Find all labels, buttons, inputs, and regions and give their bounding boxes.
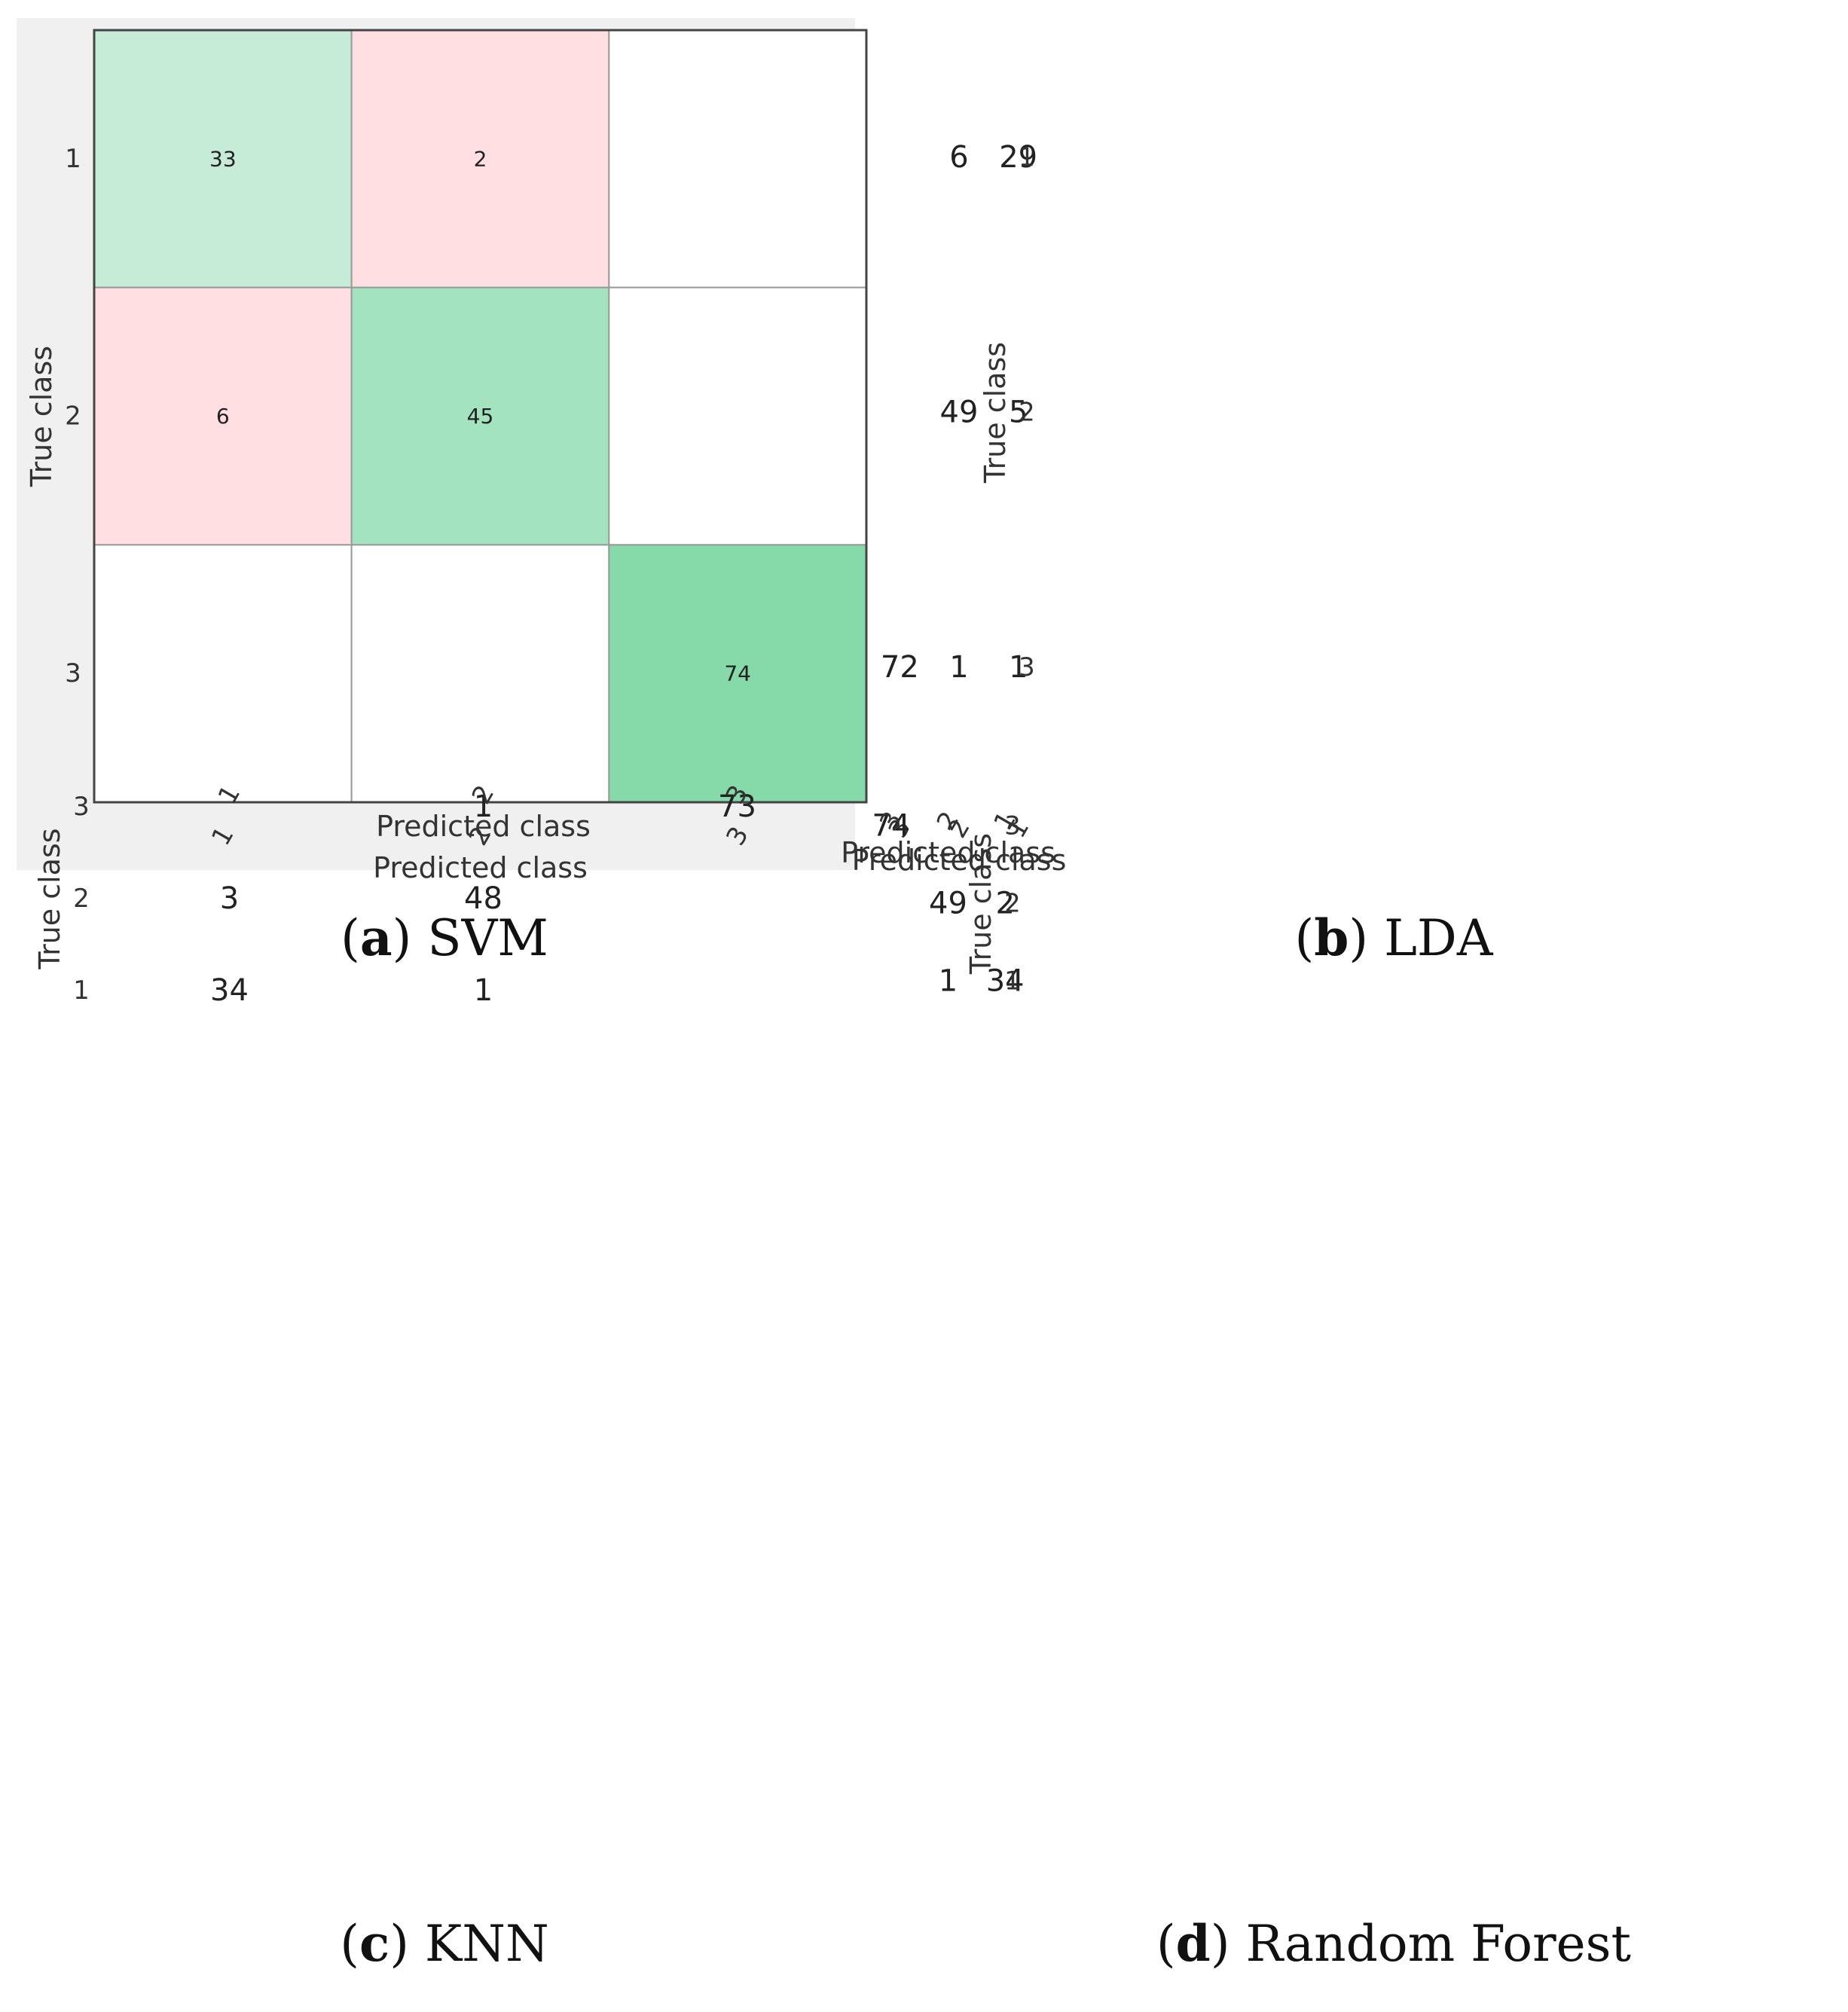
- cell-value-label: 1: [939, 964, 958, 999]
- cell-value-label: 1: [474, 789, 493, 824]
- matrix-cell: [350, 286, 610, 546]
- cell-value-label: 72: [881, 650, 919, 685]
- matrix-cell: [93, 29, 353, 289]
- cell-value-label: 2: [995, 887, 1014, 921]
- y-tick-label: 2: [1004, 889, 1021, 919]
- y-tick-label: 1: [73, 975, 90, 1006]
- cell-value-label: 6: [216, 404, 230, 429]
- matrix-cell: [93, 286, 353, 546]
- cell-value-label: 1: [474, 973, 493, 1008]
- x-axis-label: Predicted class: [373, 851, 588, 884]
- cell-value-label: 33: [209, 146, 237, 171]
- cell-value-label: 74: [872, 809, 910, 844]
- y-tick-label: 3: [1019, 652, 1035, 682]
- cell-value-label: 73: [718, 789, 756, 824]
- matrix-cell: [350, 544, 610, 803]
- y-tick-label: 2: [65, 401, 81, 432]
- y-axis-label: True class: [979, 342, 1012, 484]
- cell-value-label: 34: [986, 964, 1025, 999]
- plot-frame: [93, 29, 868, 804]
- cell-value-label: 1: [1009, 650, 1028, 685]
- cell-value-label: 1: [949, 650, 968, 685]
- cell-value-label: 3: [220, 881, 239, 916]
- cell-value-label: 49: [940, 395, 979, 430]
- y-tick-label: 3: [1004, 811, 1021, 841]
- cell-value-label: 49: [929, 887, 967, 921]
- panel-caption: (a) SVM: [341, 908, 548, 967]
- y-tick-label: 1: [65, 144, 81, 174]
- x-axis-label: Predicted class: [841, 836, 1055, 869]
- cell-value-label: 74: [724, 661, 751, 686]
- panel-caption: (b) LDA: [1294, 908, 1493, 967]
- y-tick-label: 2: [1019, 398, 1035, 428]
- panel-caption: (c) KNN: [340, 1914, 548, 1973]
- y-axis-label: True class: [25, 346, 58, 487]
- confusion-matrix-panel-a: 33 2 6 45 74 1 2 3 1 2 3 Predicted class True class (…: [17, 18, 868, 967]
- matrix-cell: [608, 29, 867, 289]
- x-axis-label: Predicted class: [852, 844, 1067, 877]
- y-tick-label: 3: [73, 792, 90, 822]
- y-tick-label: 3: [65, 658, 81, 688]
- y-tick-label: 2: [73, 884, 90, 914]
- cell-value-label: 29: [999, 140, 1037, 175]
- x-axis-label: Predicted class: [376, 810, 591, 843]
- y-axis-label: True class: [33, 828, 66, 969]
- cell-value-label: 2: [474, 146, 487, 171]
- matrix-cell: [93, 544, 353, 803]
- cell-value-label: 34: [210, 973, 249, 1008]
- cell-value-label: 6: [949, 140, 968, 175]
- y-tick-label: 1: [1004, 966, 1021, 997]
- cell-value-label: 45: [467, 404, 494, 429]
- matrix-cell: [608, 286, 867, 546]
- cell-value-label: 5: [1009, 395, 1028, 430]
- cell-value-label: 48: [464, 881, 502, 916]
- y-tick-label: 1: [1019, 142, 1035, 173]
- panel-caption: (d) Random Forest: [1156, 1914, 1631, 1973]
- y-axis-label: True class: [964, 833, 997, 975]
